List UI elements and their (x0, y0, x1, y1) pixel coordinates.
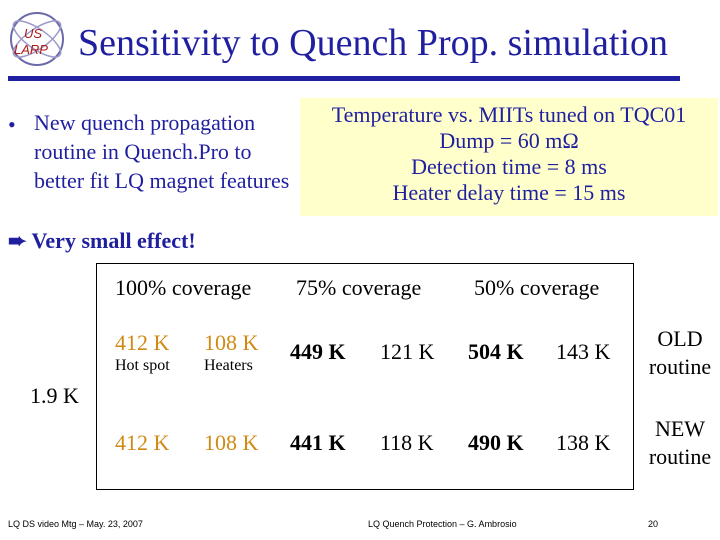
footer-meeting: LQ DS video Mtg – May. 23, 2007 (8, 519, 143, 529)
header-100-coverage: 100% coverage (115, 275, 252, 300)
logo-ring-icon: US LARP (10, 12, 64, 66)
note-line: Temperature vs. MIITs tuned on TQC01 (331, 102, 687, 127)
footer-author: LQ Quench Protection – G. Ambrosio (368, 519, 517, 529)
table-cell-hot-spot-75: 441 K (290, 430, 346, 455)
page-number: 20 (648, 519, 659, 529)
routine-label-line: NEW (654, 416, 706, 441)
effect-text: Very small effect! (31, 228, 196, 253)
table-cell-heaters-100: 108 K (204, 330, 259, 355)
title-underline (8, 76, 680, 81)
table-cell-hot-spot-75: 449 K (290, 339, 346, 364)
table-cell-heaters-75: 121 K (380, 339, 435, 364)
routine-label-line: routine (648, 354, 712, 379)
table-cell-heaters-100: 108 K (204, 430, 259, 455)
note-line: Detection time = 8 ms (411, 154, 607, 179)
table-cell-hot-spot-50: 504 K (468, 339, 524, 364)
slide-title: Sensitivity to Quench Prop. simulation (78, 22, 669, 64)
results-table (96, 263, 634, 490)
temperature-label: 1.9 K (30, 383, 79, 408)
header-75-coverage: 75% coverage (296, 275, 422, 300)
logo-text-larp: LARP (14, 42, 48, 57)
sub-label-hot-spot: Hot spot (115, 357, 170, 374)
header-50-coverage: 50% coverage (474, 275, 600, 300)
routine-label-line: routine (648, 444, 712, 469)
table-cell-hot-spot-100: 412 K (115, 430, 170, 455)
bullet-icon: • (8, 112, 16, 137)
arrow-right-icon: ➨ (8, 228, 27, 253)
table-cell-hot-spot-100: 412 K (115, 330, 170, 355)
routine-label-line: OLD (657, 326, 703, 351)
old-routine-label: OLD routine (640, 325, 720, 381)
table-cell-heaters-50: 143 K (556, 339, 611, 364)
us-larp-logo: US LARP (6, 8, 68, 70)
sub-label-heaters: Heaters (204, 357, 253, 374)
note-line: Dump = 60 mΩ (439, 128, 579, 153)
new-routine-label: NEW routine (640, 415, 720, 471)
table-cell-heaters-75: 118 K (380, 430, 434, 455)
bullet-text: New quench propagation routine in Quench… (34, 110, 290, 193)
table-cell-hot-spot-50: 490 K (468, 430, 524, 455)
parameters-note: Temperature vs. MIITs tuned on TQC01 Dum… (300, 98, 718, 216)
note-line: Heater delay time = 15 ms (392, 180, 626, 205)
effect-line: ➨ Very small effect! (8, 228, 196, 254)
logo-text-us: US (24, 26, 42, 41)
table-cell-heaters-50: 138 K (556, 430, 611, 455)
